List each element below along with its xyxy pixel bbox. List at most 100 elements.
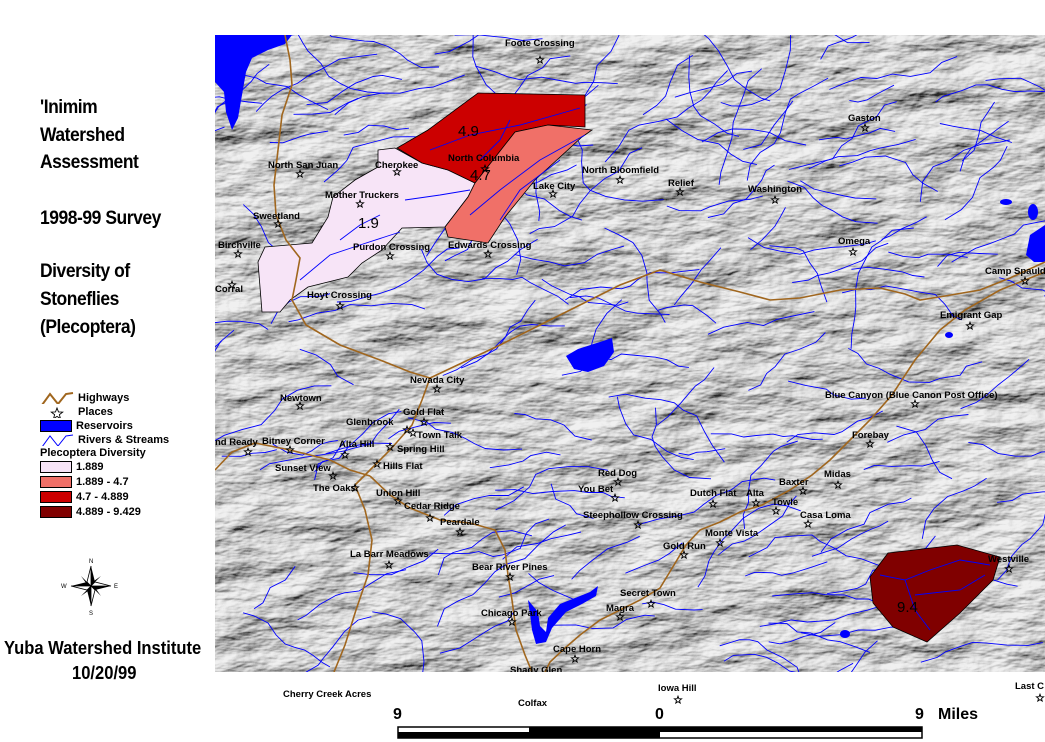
legend-label: 4.889 - 9.429 [76,506,141,518]
river-stream [215,320,269,330]
place-label[interactable]: Camp Spaulding [985,266,1045,277]
place-label[interactable]: The Oaks [313,483,356,494]
place-label[interactable]: Cedar Ridge [404,501,460,512]
place-label[interactable]: Sunset View [275,463,331,474]
place-label[interactable]: Sweetland [253,211,300,222]
place-label[interactable]: Hoyt Crossing [307,290,372,301]
place-label[interactable]: Red Dog [598,468,637,479]
place-label[interactable]: Nevada City [410,375,465,386]
watershed-value-label: 4.7 [470,167,491,184]
place-star-icon [384,559,394,570]
place-label[interactable]: Baxter [779,477,809,488]
place-label[interactable]: Forebay [852,430,890,441]
place-label[interactable]: La Barr Meadows [350,549,429,560]
river-stream [723,653,797,672]
compass-w: W [61,584,67,590]
place-label[interactable]: Chicago Park [481,608,542,619]
river-stream [888,251,968,259]
place-label[interactable]: Towle [772,497,798,508]
place-label[interactable]: Cherokee [375,160,418,171]
river-stream [710,433,823,440]
highway [215,442,371,477]
place-star-icon [673,694,683,705]
place-label[interactable]: Alta Hill [339,439,374,450]
river-stream [288,302,426,323]
river-stream [299,231,401,281]
river-stream [768,622,836,645]
river-stream [479,119,511,161]
place-star-icon [675,186,685,197]
place-label[interactable]: Foote Crossing [505,38,575,49]
place-label[interactable]: North San Juan [268,160,338,171]
place-label[interactable]: Midas [824,469,851,480]
watershed-polygon[interactable] [869,544,1001,643]
place-star-icon [425,512,435,523]
place-label[interactable]: Gold Run [663,541,706,552]
place-label[interactable]: Union Hill [376,488,420,499]
place-label[interactable]: Birchville [218,240,261,251]
place-label[interactable]: Casa Loma [800,510,851,521]
place-label[interactable]: Cape Horn [553,644,601,655]
place-label[interactable]: Westville [988,554,1029,565]
place-label[interactable]: Relief [668,178,695,189]
place-label[interactable]: Omega [838,236,871,247]
reservoirs-layer [215,35,1045,644]
river-stream [881,216,927,240]
river-stream [896,425,953,480]
place-label[interactable]: Mother Truckers [325,190,399,201]
river-stream [820,35,858,60]
river-stream [625,542,683,574]
watersheds-layer: 1.9 4.9 4.7 9.4 [257,92,1001,643]
place-label[interactable]: nd Ready [215,437,258,448]
place-label[interactable]: Peardale [440,517,480,528]
place-label[interactable]: Alta [746,488,765,499]
river-stream [850,640,878,672]
river-stream [701,128,807,146]
place-label[interactable]: Bitney Corner [262,436,325,447]
place-label[interactable]: Town Talk [417,430,463,441]
map-canvas[interactable]: 1.9 4.9 4.7 9.4 Foote Crossing Gaston North S… [215,35,1045,672]
place-label[interactable]: Edwards Crossing [448,240,532,251]
place-label[interactable]: Corral [215,284,243,295]
place-star-icon [393,495,403,506]
place-label[interactable]: Monte Vista [705,528,759,539]
highways-layer [215,35,1045,672]
river-stream [604,227,666,323]
compass-n: N [89,559,93,565]
place-label[interactable]: Spring Hill [397,444,445,455]
place-label[interactable]: Lake City [533,181,576,192]
place-label[interactable]: North Columbia [448,153,520,164]
place-label[interactable]: Glenbrook [346,417,394,428]
place-label[interactable]: North Bloomfield [582,165,659,176]
place-label[interactable]: Newtown [280,393,322,404]
river-stream [469,134,586,216]
river-stream [759,604,885,627]
place-label[interactable]: Steephollow Crossing [583,510,683,521]
river-stream [454,35,543,41]
river-stream [306,74,402,106]
place-label[interactable]: Gold Flat [403,407,445,418]
place-label[interactable]: Secret Town [620,588,676,599]
place-label[interactable]: Bear River Pines [472,562,548,573]
place-star-icon [548,188,558,199]
place-label[interactable]: Blue Canyon (Blue Canon Post Office) [825,390,998,401]
place-label[interactable]: Washington [748,184,802,195]
place-label[interactable]: Gaston [848,113,881,124]
place-star-icon [483,248,493,259]
class-swatch [40,461,72,473]
reservoir [945,332,953,338]
place-label[interactable]: Shady Glen [510,665,562,672]
place-label[interactable]: Purdon Crossing [353,242,430,253]
compass-e: E [114,584,118,590]
place-label[interactable]: Dutch Flat [690,488,737,499]
place-label[interactable]: Magra [606,603,635,614]
class-swatch [40,476,72,488]
place-label[interactable]: You Bet [578,484,614,495]
river-stream [495,466,609,511]
place-label[interactable]: Emigrant Gap [940,310,1002,321]
river-stream [272,440,338,456]
place-star-icon [372,458,382,469]
place-label[interactable]: Hills Flat [383,461,423,472]
river-stream [935,84,1045,103]
river-stream [850,227,914,349]
